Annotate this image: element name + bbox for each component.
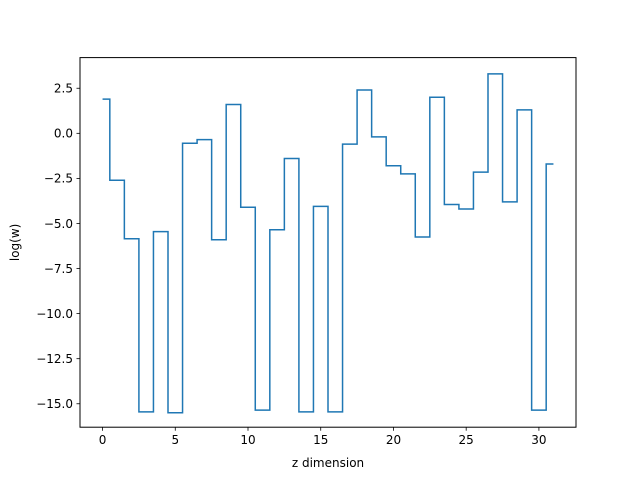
y-tick-label: −7.5 [44,262,73,276]
y-tick-label: −15.0 [36,397,73,411]
x-tick-label: 10 [240,433,255,447]
series-line [102,73,554,414]
y-tick-label: −10.0 [36,307,73,321]
x-tick-label: 25 [459,433,474,447]
y-tick-label: 2.5 [54,82,73,96]
y-tick-label: −2.5 [44,172,73,186]
y-tick-label: 0.0 [54,127,73,141]
x-tick-label: 30 [531,433,546,447]
y-tick-label: −12.5 [36,352,73,366]
x-tick-label: 15 [313,433,328,447]
x-tick-label: 5 [171,433,179,447]
x-tick-label: 0 [99,433,107,447]
x-tick-label: 20 [386,433,401,447]
plot-frame [79,57,577,428]
x-axis-label: z dimension [292,456,364,470]
y-axis-label: log(w) [8,224,22,261]
y-tick-label: −5.0 [44,217,73,231]
